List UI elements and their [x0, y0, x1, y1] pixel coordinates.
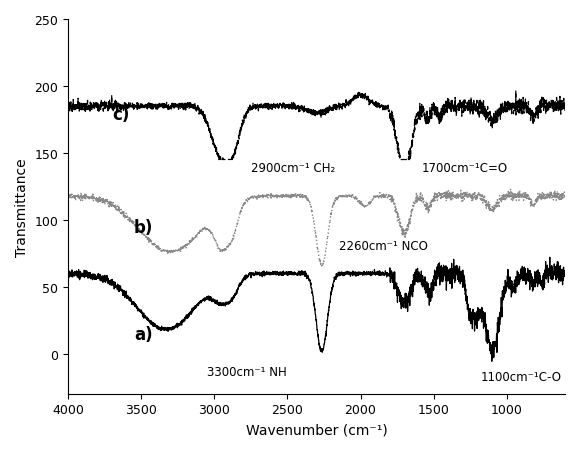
Text: 2900cm⁻¹ CH₂: 2900cm⁻¹ CH₂ [251, 162, 335, 175]
Text: 1700cm⁻¹C=O: 1700cm⁻¹C=O [422, 162, 508, 175]
Y-axis label: Transmittance: Transmittance [15, 158, 29, 256]
Text: c): c) [112, 106, 130, 124]
Text: b): b) [134, 218, 154, 236]
Text: 3300cm⁻¹ NH: 3300cm⁻¹ NH [207, 365, 287, 378]
Text: 1100cm⁻¹C-O: 1100cm⁻¹C-O [481, 370, 561, 383]
Text: 2260cm⁻¹ NCO: 2260cm⁻¹ NCO [339, 239, 427, 252]
Text: a): a) [134, 325, 152, 343]
X-axis label: Wavenumber (cm⁻¹): Wavenumber (cm⁻¹) [246, 422, 388, 436]
